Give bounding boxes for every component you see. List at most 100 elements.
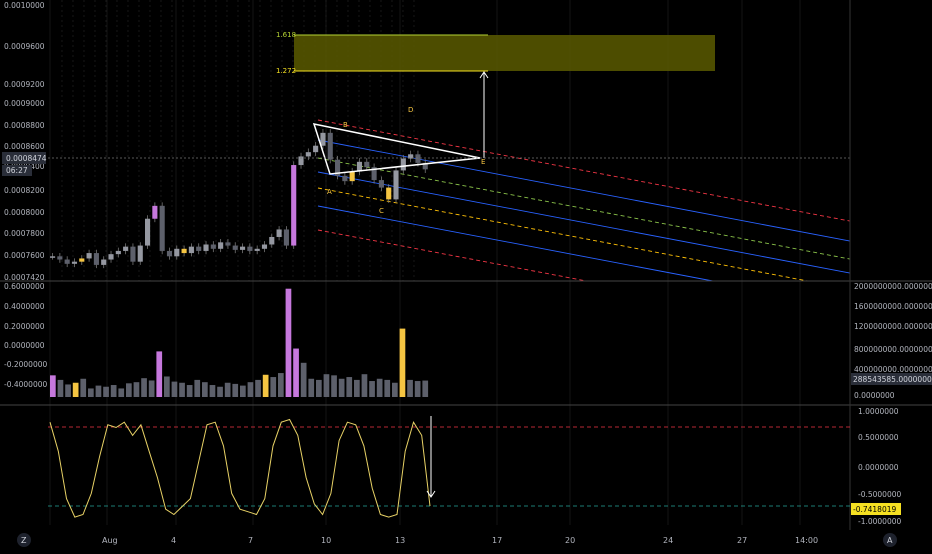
volume-bar (376, 378, 383, 397)
auto-scale-button-label: A (887, 536, 893, 545)
candle-body (247, 246, 253, 251)
current-volume-tag (851, 373, 932, 385)
candle-body (50, 256, 56, 258)
volume-right-axis[interactable]: 2000000000.0000000 1600000000.0000000 1200… (854, 282, 932, 400)
channel-lower-blue-line (317, 205, 713, 282)
candle-body (254, 248, 260, 251)
candle-body (145, 218, 151, 246)
volume-right-label: 400000000.0000000 (854, 365, 932, 374)
time-axis-label: 24 (663, 536, 673, 545)
pattern-label-c: C (379, 207, 384, 215)
candle-body (408, 154, 414, 159)
volume-bar (240, 385, 246, 397)
time-axis[interactable]: Aug 4 7 10 13 17 20 24 27 14:00 (102, 536, 818, 545)
volume-bar (407, 379, 413, 397)
volume-bar (202, 382, 208, 397)
candle-body (327, 132, 333, 160)
osc-current-tag (851, 503, 901, 515)
candle-body (283, 229, 289, 246)
countdown-label: 06:27 (6, 166, 28, 175)
candle-body (152, 205, 158, 219)
volume-bar (392, 382, 398, 397)
candle-body (71, 261, 78, 264)
volume-bar (171, 381, 178, 397)
candlesticks (50, 129, 428, 269)
channel-lower-red-line (317, 229, 587, 282)
volume-bar (118, 388, 125, 397)
candle-body (298, 156, 304, 166)
auto-scale-button[interactable] (883, 533, 897, 547)
oscillator-axis[interactable]: 1.0000000 0.5000000 0.0000000 -0.5000000 -1.… (858, 407, 901, 526)
price-pane[interactable]: 1.618 1.272 A B C D E (48, 31, 851, 282)
triangle-pattern[interactable] (312, 123, 481, 175)
time-axis-label: Aug (102, 536, 118, 545)
candle-body (240, 246, 246, 250)
pattern-label-b: B (343, 121, 348, 129)
volume-right-label: 800000000.0000000 (854, 345, 932, 354)
osc-current-label: -0.7418019 (853, 505, 896, 514)
price-axis[interactable]: 0.0010000 0.0009600 0.0009200 0.0009000 0.00… (4, 1, 45, 282)
volume-bar (164, 376, 170, 397)
candle-body (232, 245, 238, 250)
volume-bar (217, 386, 223, 397)
candle-body (57, 256, 63, 260)
volume-bar (346, 377, 353, 397)
time-axis-label: 20 (565, 536, 575, 545)
candle-body (313, 145, 319, 153)
fib-extension-zone[interactable] (294, 35, 715, 71)
osc-axis-label: 0.5000000 (858, 433, 899, 442)
price-axis-label: 0.0009600 (4, 42, 45, 51)
volume-bar (186, 385, 193, 397)
price-axis-label: 0.0007600 (4, 251, 45, 260)
zoom-button[interactable] (17, 533, 31, 547)
osc-axis-label: -0.5000000 (858, 490, 901, 499)
price-axis-label: 0.0010000 (4, 1, 45, 10)
pattern-label-a: A (327, 188, 332, 196)
volume-bar (50, 375, 56, 397)
volume-bar (209, 385, 216, 397)
volume-right-label: 0.0000000 (854, 391, 895, 400)
candle-body (291, 165, 297, 246)
volume-bar (422, 380, 429, 397)
volume-bar (179, 382, 185, 397)
volume-bar (278, 373, 284, 397)
volume-bar (270, 377, 277, 397)
price-axis-label: 0.0008600 (4, 142, 45, 151)
volume-bar (80, 378, 87, 397)
volume-right-label: 1600000000.0000000 (854, 302, 932, 311)
volume-bar (316, 379, 322, 397)
osc-axis-label: -1.0000000 (858, 517, 901, 526)
time-axis-label: 27 (737, 536, 747, 545)
fib-label-1272: 1.272 (276, 67, 296, 75)
grid (49, 0, 801, 525)
volume-pane[interactable] (50, 288, 429, 397)
candle-body (422, 162, 428, 170)
candle-body (210, 244, 216, 249)
candle-body (79, 258, 85, 262)
volume-bar (331, 375, 337, 397)
candle-body (378, 180, 384, 188)
channel-mid-yellow-line (317, 187, 808, 282)
candle-body (393, 170, 399, 200)
candle-body (371, 167, 377, 181)
regression-channel[interactable] (317, 119, 851, 282)
time-axis-label: 4 (171, 536, 176, 545)
volume-bar (133, 382, 140, 397)
volume-bar (88, 388, 94, 397)
volume-bar (338, 378, 345, 397)
volume-left-label: 0.6000000 (4, 282, 45, 291)
price-axis-label: 0.0007420 (4, 273, 45, 282)
candle-body (130, 246, 136, 262)
candle-body (218, 242, 224, 249)
volume-left-label: -0.4000000 (4, 380, 47, 389)
candle-body (166, 250, 173, 257)
volume-bar (148, 380, 155, 397)
time-axis-label: 14:00 (795, 536, 818, 545)
candle-body (108, 254, 114, 260)
price-axis-label: 0.0008000 (4, 208, 45, 217)
volume-bar (300, 362, 307, 397)
volume-bar (399, 328, 406, 397)
volume-bar (232, 383, 239, 397)
